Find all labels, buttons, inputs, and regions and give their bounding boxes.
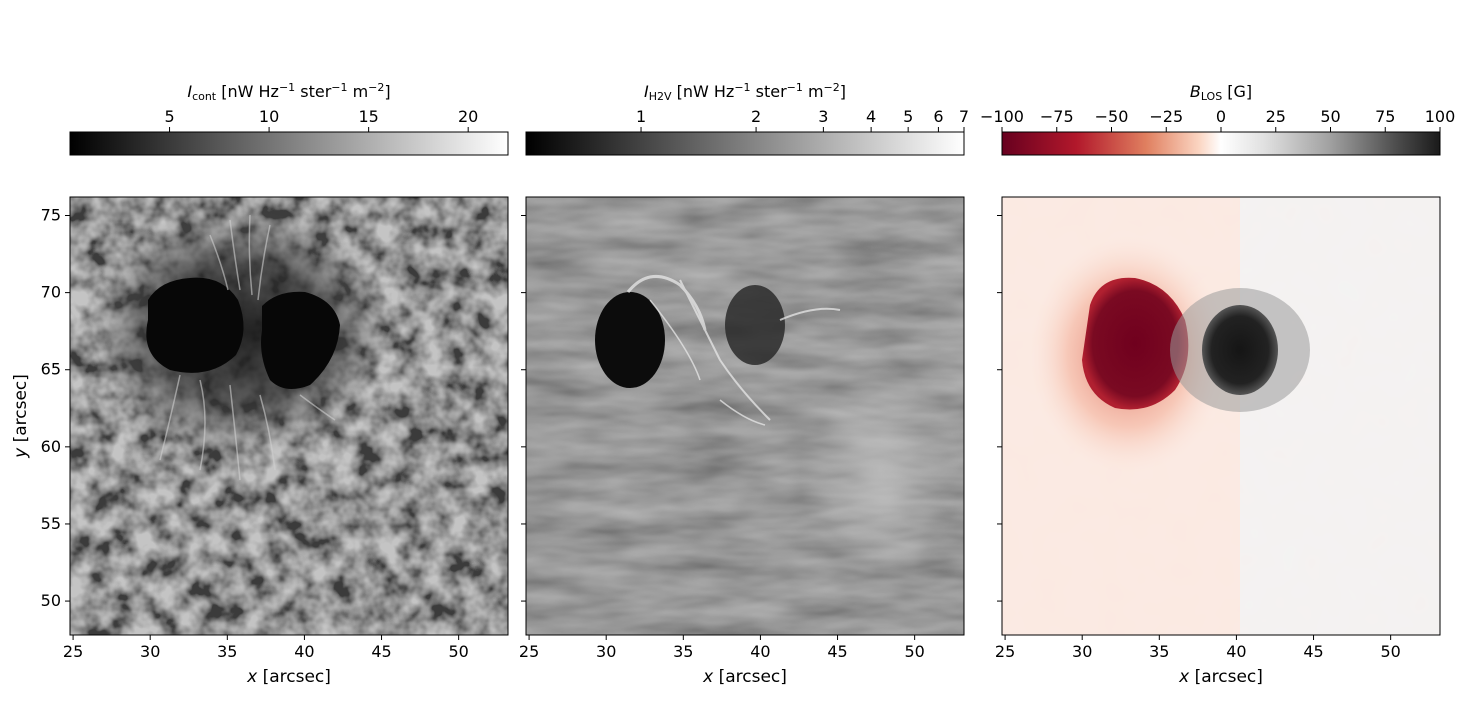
x-axis-label: x [arcsec] <box>702 667 787 687</box>
colorbar-tick-label: 15 <box>358 107 378 126</box>
colorbar-tick-label: 25 <box>1266 107 1286 126</box>
colorbar-label: BLOS [G] <box>1190 82 1252 103</box>
colorbar-tick-label: 5 <box>164 107 174 126</box>
colorbar-label: IH2V [nW Hz−1 ster−1 m−2] <box>644 81 846 103</box>
x-axis-label: x [arcsec] <box>246 667 331 687</box>
x-tick-label: 45 <box>1303 642 1323 661</box>
y-ticks <box>521 215 526 602</box>
x-tick-label: 50 <box>448 642 468 661</box>
umbra-right <box>261 291 340 389</box>
colorbar-gradient <box>1001 131 1441 156</box>
colorbar-tick-label: 100 <box>1425 107 1456 126</box>
x-tick-label: 30 <box>140 642 160 661</box>
panel-frame <box>525 196 965 636</box>
colorbar-gradient <box>69 131 509 156</box>
x-tick-label: 30 <box>1072 642 1092 661</box>
y-tick-label: 55 <box>41 514 61 533</box>
colorbar-tick-label: 4 <box>866 107 876 126</box>
x-tick-label: 45 <box>371 642 391 661</box>
colorbar-tick-label: 20 <box>458 107 478 126</box>
x-tick-label: 30 <box>596 642 616 661</box>
x-tick-label: 50 <box>904 642 924 661</box>
x-tick-label: 25 <box>63 642 83 661</box>
colorbar-tick-label: 3 <box>818 107 828 126</box>
y-tick-label: 65 <box>41 360 61 379</box>
colorbar-intensity-continuum: Icont [nW Hz−1 ster−1 m−2] 5 10 15 20 <box>69 81 509 156</box>
x-tick-label: 50 <box>1380 642 1400 661</box>
colorbar-gradient <box>525 131 965 156</box>
x-axis-label: x [arcsec] <box>1178 667 1263 687</box>
x-ticks: 25 30 35 40 45 50 <box>519 635 925 661</box>
x-tick-label: 40 <box>1226 642 1246 661</box>
x-tick-label: 25 <box>519 642 539 661</box>
colorbar-tick-label: 75 <box>1375 107 1395 126</box>
dark-core-right <box>725 285 785 365</box>
colorbar-tick-label: 10 <box>259 107 279 126</box>
colorbar-label: Icont [nW Hz−1 ster−1 m−2] <box>187 81 390 103</box>
panel-frame <box>69 196 509 636</box>
umbra-left <box>146 277 244 373</box>
colorbar-tick-label: −75 <box>1040 107 1074 126</box>
colorbar-tick-label: 6 <box>933 107 943 126</box>
y-tick-label: 50 <box>41 591 61 610</box>
colorbar-tick-label: 50 <box>1320 107 1340 126</box>
x-ticks: 25 30 35 40 45 50 <box>63 635 469 661</box>
x-tick-label: 45 <box>827 642 847 661</box>
colorbar-tick-label: 0 <box>1216 107 1226 126</box>
y-ticks <box>997 215 1002 602</box>
y-tick-label: 70 <box>41 283 61 302</box>
plage-brightening <box>800 360 960 580</box>
y-tick-label: 75 <box>41 206 61 225</box>
colorbar-ticks: −100 −75 −50 −25 0 25 50 75 100 <box>980 107 1455 132</box>
bright-fibrils <box>626 275 841 426</box>
x-tick-label: 40 <box>294 642 314 661</box>
y-ticks: 50 55 60 65 70 75 <box>41 206 70 610</box>
y-tick-label: 60 <box>41 437 61 456</box>
colorbar-tick-label: −100 <box>980 107 1024 126</box>
x-tick-label: 35 <box>673 642 693 661</box>
colorbar-tick-label: −50 <box>1095 107 1129 126</box>
x-tick-label: 35 <box>217 642 237 661</box>
colorbar-tick-label: 7 <box>959 107 969 126</box>
positive-umbra <box>1202 305 1278 395</box>
panel-los-magnetic-field: 25 30 35 40 45 50 x [arcsec] <box>995 196 1441 687</box>
negative-umbra <box>1082 277 1189 410</box>
colorbar-tick-label: 2 <box>751 107 761 126</box>
x-ticks: 25 30 35 40 45 50 <box>995 635 1401 661</box>
penumbral-filaments <box>159 214 336 481</box>
colorbar-tick-label: 5 <box>903 107 913 126</box>
x-tick-label: 25 <box>995 642 1015 661</box>
x-tick-label: 40 <box>750 642 770 661</box>
y-axis-label: y [arcsec] <box>11 374 31 459</box>
colorbar-magnetic-field: BLOS [G] −100 −75 −50 −25 0 25 50 75 100 <box>980 82 1455 156</box>
panel-continuum-intensity: 25 30 35 40 45 50 50 55 60 65 70 75 x [arcsec] y [… <box>11 196 509 687</box>
dark-core-left <box>595 292 665 388</box>
x-tick-label: 35 <box>1149 642 1169 661</box>
colorbar-tick-label: 1 <box>636 107 646 126</box>
colorbar-ticks: 5 10 15 20 <box>164 107 478 132</box>
panel-h2v-intensity: 25 30 35 40 45 50 x [arcsec] <box>519 196 965 687</box>
colorbar-tick-label: −25 <box>1149 107 1183 126</box>
panel-frame <box>1001 196 1441 636</box>
